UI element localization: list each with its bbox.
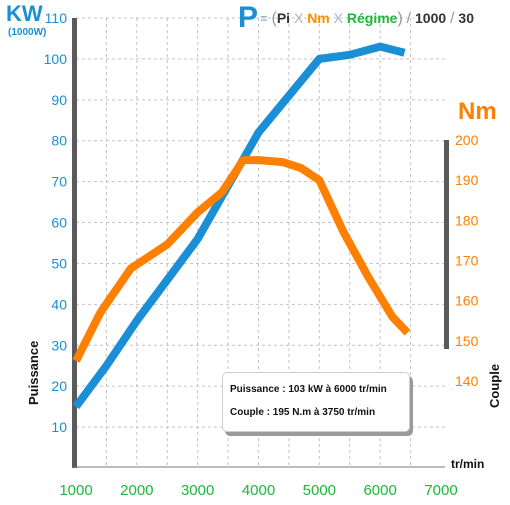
- formula-nm: Nm: [307, 10, 330, 26]
- y-tick-label-right: 160: [455, 293, 479, 309]
- y-tick-label-left: 50: [51, 255, 67, 271]
- specs-torque-line: Couple : 195 N.m à 3750 tr/min: [230, 407, 376, 418]
- formula-regime: Régime: [346, 10, 398, 26]
- right-axis-bar: [444, 140, 449, 349]
- x-ticks: 1000 2000 3000 4000 5000 6000 7000: [59, 482, 457, 499]
- power-formula: P = (Pi X Nm X Régime) / 1000 / 30: [238, 1, 474, 35]
- formula-30: 30: [458, 10, 474, 26]
- y-ticks-right: 140 150 160 170 180 190 200: [455, 132, 479, 389]
- x-axis-label: tr/min: [451, 457, 484, 471]
- y-tick-label-right: 180: [455, 212, 479, 228]
- kw-unit-title: KW: [6, 1, 43, 26]
- y-tick-label-left: 100: [44, 51, 68, 67]
- y-tick-label-left: 90: [51, 92, 67, 108]
- specs-power-line: Puissance : 103 kW à 6000 tr/min: [230, 384, 387, 395]
- formula-close-paren: ): [397, 10, 403, 27]
- y-axis-label-left: Puissance: [26, 341, 41, 405]
- y-tick-label-right: 140: [455, 373, 479, 389]
- x-tick-label: 7000: [424, 482, 457, 499]
- y-tick-label-right: 200: [455, 132, 479, 148]
- x-tick-label: 2000: [120, 482, 153, 499]
- series-line-puissance: [72, 42, 406, 409]
- x-tick-label: 3000: [181, 482, 214, 499]
- formula-slash-2: /: [450, 10, 455, 27]
- left-axis-bar: [72, 18, 77, 468]
- formula-p: P: [238, 1, 259, 34]
- x-tick-label: 4000: [242, 482, 275, 499]
- series-line-couple: [72, 156, 411, 363]
- y-tick-label-right: 190: [455, 172, 479, 188]
- y-tick-label-left: 70: [51, 174, 67, 190]
- y-tick-label-left: 110: [45, 10, 68, 26]
- y-tick-label-left: 20: [51, 378, 67, 394]
- y-ticks-left: 10 20 30 40 50 60 70 80 90 100 110: [44, 10, 68, 435]
- formula-1000: 1000: [415, 10, 447, 26]
- y-tick-label-left: 40: [51, 296, 67, 312]
- y-tick-label-left: 60: [51, 215, 67, 231]
- formula-equals: =: [260, 11, 268, 26]
- y-tick-label-left: 80: [51, 133, 67, 149]
- kw-unit-subtitle: (1000W): [8, 27, 47, 38]
- y-tick-label-left: 10: [51, 419, 67, 435]
- formula-pi: Pi: [276, 10, 291, 26]
- y-tick-label-right: 170: [455, 253, 479, 269]
- formula-slash-1: /: [406, 10, 412, 27]
- y-axis-label-right: Couple: [487, 364, 502, 408]
- x-tick-label: 5000: [303, 482, 336, 499]
- y-tick-label-left: 30: [51, 337, 67, 353]
- formula-times-1: X: [293, 10, 304, 26]
- series-lines: [72, 42, 411, 409]
- y-tick-label-right: 150: [455, 333, 479, 349]
- nm-unit-title: Nm: [458, 98, 497, 125]
- x-tick-label: 6000: [363, 482, 396, 499]
- specs-box: Puissance : 103 kW à 6000 tr/min Couple …: [222, 372, 410, 432]
- formula-times-2: X: [333, 10, 343, 26]
- x-tick-label: 1000: [59, 482, 92, 499]
- formula-open-paren: (: [271, 10, 277, 27]
